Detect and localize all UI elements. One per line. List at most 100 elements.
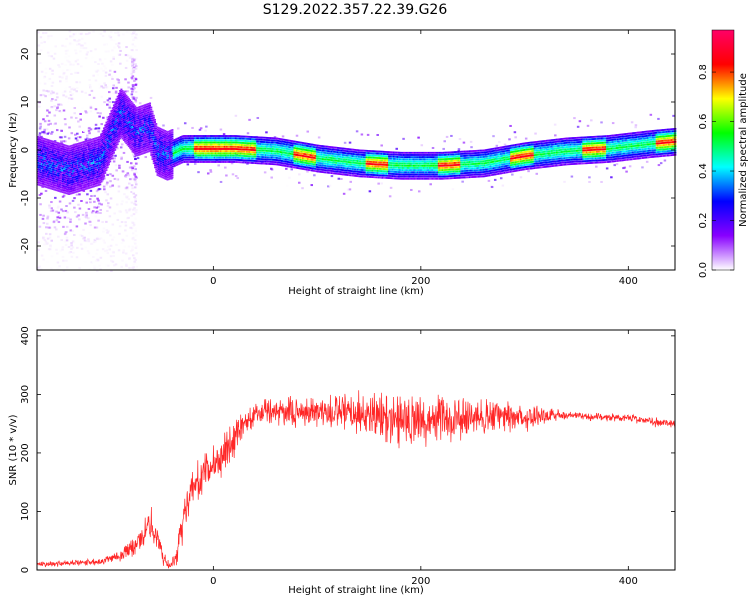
- spectrogram-noise-cell: [133, 66, 136, 69]
- spectrogram-ridge-cell: [75, 162, 78, 165]
- spectrogram-ridge-cell: [261, 147, 264, 150]
- spectrogram-noise-cell: [95, 252, 98, 255]
- spectrogram-ridge-cell: [125, 94, 128, 97]
- spectrogram-ridge-cell: [154, 153, 157, 156]
- spectrogram-ridge-cell: [101, 145, 104, 148]
- spectrogram-noise-cell: [222, 133, 226, 136]
- spectrogram-ridge-cell: [74, 189, 77, 191]
- spectrogram-noise-cell: [111, 157, 114, 160]
- spectrogram-ridge-cell: [202, 143, 205, 146]
- spectrogram-ridge-cell: [53, 160, 56, 163]
- spectrogram-ridge-cell: [38, 153, 41, 156]
- spectrogram-ridge-cell: [49, 180, 52, 183]
- spectrogram-ridge-cell: [41, 150, 44, 153]
- spectrogram-ridge-cell: [110, 127, 113, 130]
- spectrogram-ridge-cell: [130, 141, 133, 144]
- spectrogram-ridge-cell: [74, 176, 77, 178]
- spectrogram-ridge-cell: [149, 115, 152, 118]
- spectrogram-ridge-cell: [93, 157, 96, 160]
- spectrogram-ridge-cell: [101, 136, 104, 139]
- spectrogram-ridge-cell: [86, 174, 89, 177]
- spectrogram-noise-cell: [120, 156, 123, 159]
- spectrogram-noise-cell: [42, 258, 45, 261]
- spectrogram-ridge-cell: [267, 158, 270, 161]
- spectrogram-ridge-cell: [134, 144, 137, 147]
- spectrogram-ridge-cell: [66, 190, 69, 193]
- spectrogram-ridge-cell: [90, 143, 93, 145]
- spectrogram-ridge-cell: [253, 147, 256, 149]
- spectrogram-ridge-cell: [157, 135, 160, 138]
- spectrogram-noise-cell: [133, 58, 137, 61]
- spectrogram-noise-cell: [77, 120, 80, 123]
- spectrogram-ridge-cell: [226, 154, 229, 157]
- spectrogram-ridge-cell: [173, 143, 176, 146]
- spectrogram-ridge-cell: [100, 172, 103, 174]
- spectrogram-noise-cell: [63, 240, 67, 243]
- spectrogram-noise-cell: [97, 199, 100, 202]
- spectrogram-ridge-cell: [166, 154, 169, 157]
- spectrogram-ridge-cell: [137, 138, 140, 141]
- spectrogram-noise-cell: [118, 53, 122, 56]
- spectrogram-ridge-cell: [141, 122, 144, 125]
- spectrogram-ridge-cell: [248, 153, 251, 156]
- spectrogram-ridge-cell: [81, 178, 84, 180]
- spectrogram-ridge-cell: [139, 116, 142, 119]
- spectrogram-ridge-cell: [120, 127, 123, 130]
- spectrogram-ridge-cell: [121, 135, 124, 138]
- spectrogram-ridge-cell: [90, 145, 93, 148]
- spectrogram-ridge-cell: [69, 173, 72, 176]
- spectrogram-noise-cell: [94, 238, 97, 241]
- spectrogram-ridge-cell: [218, 150, 221, 153]
- spectrogram-noise-cell: [75, 193, 79, 196]
- spectrogram-ridge-cell: [48, 139, 51, 142]
- spectrogram-noise-cell: [124, 221, 127, 224]
- spectrogram-ridge-cell: [216, 161, 219, 163]
- spectrogram-ridge-cell: [95, 180, 98, 183]
- spectrogram-ridge-cell: [241, 142, 244, 144]
- spectrogram-ridge-cell: [101, 149, 104, 152]
- spectrogram-noise-cell: [611, 122, 615, 125]
- spectrogram-ridge-cell: [213, 139, 216, 142]
- spectrogram-ridge-cell: [75, 147, 78, 150]
- spectrogram-ridge-cell: [71, 176, 74, 179]
- spectrogram-ridge-cell: [146, 107, 149, 110]
- spectrogram-ridge-cell: [268, 141, 271, 144]
- spectrogram-ridge-cell: [144, 125, 147, 128]
- spectrogram-ridge-cell: [120, 103, 123, 106]
- spectrogram-ridge-cell: [205, 161, 208, 163]
- spectrogram-ridge-cell: [75, 188, 78, 191]
- spectrogram-noise-cell: [130, 166, 134, 169]
- spectrogram-ridge-cell: [80, 150, 83, 153]
- spectrogram-ridge-cell: [167, 176, 170, 178]
- spectrogram-ridge-cell: [43, 179, 46, 181]
- spectrogram-noise-cell: [130, 169, 134, 172]
- spectrogram-ridge-cell: [198, 137, 201, 140]
- spectrogram-ridge-cell: [200, 141, 203, 144]
- spectrogram-noise-cell: [82, 237, 85, 240]
- spectrogram-ridge-cell: [104, 152, 107, 155]
- spectrogram-ridge-cell: [211, 137, 214, 140]
- spectrogram-ridge-cell: [91, 185, 94, 188]
- spectrogram-ridge-cell: [119, 100, 122, 103]
- spectrogram-ridge-cell: [167, 154, 170, 157]
- spectrogram-ridge-cell: [69, 192, 72, 195]
- spectrogram-ridge-cell: [211, 156, 214, 159]
- spectrogram-ridge-cell: [114, 103, 117, 106]
- spectrogram-noise-cell: [125, 46, 128, 49]
- spectrogram-ridge-cell: [200, 145, 203, 148]
- spectrogram-noise-cell: [133, 242, 137, 245]
- spectrogram-ridge-cell: [207, 139, 210, 142]
- spectrogram-ridge-cell: [96, 173, 99, 176]
- spectrogram-noise-cell: [101, 221, 104, 224]
- spectrogram-noise-cell: [128, 31, 131, 34]
- spectrogram-noise-cell: [563, 180, 566, 183]
- spectrogram-ridge-cell: [137, 153, 140, 156]
- spectrogram-noise-cell: [131, 75, 135, 78]
- spectrogram-ridge-cell: [90, 151, 93, 154]
- spectrogram-ridge-cell: [117, 92, 120, 95]
- spectrogram-noise-cell: [377, 182, 380, 185]
- spectrogram-ridge-cell: [41, 180, 44, 183]
- spectrogram-ridge-cell: [94, 137, 97, 140]
- spectrogram-noise-cell: [124, 252, 128, 255]
- spectrogram-ridge-cell: [120, 97, 123, 100]
